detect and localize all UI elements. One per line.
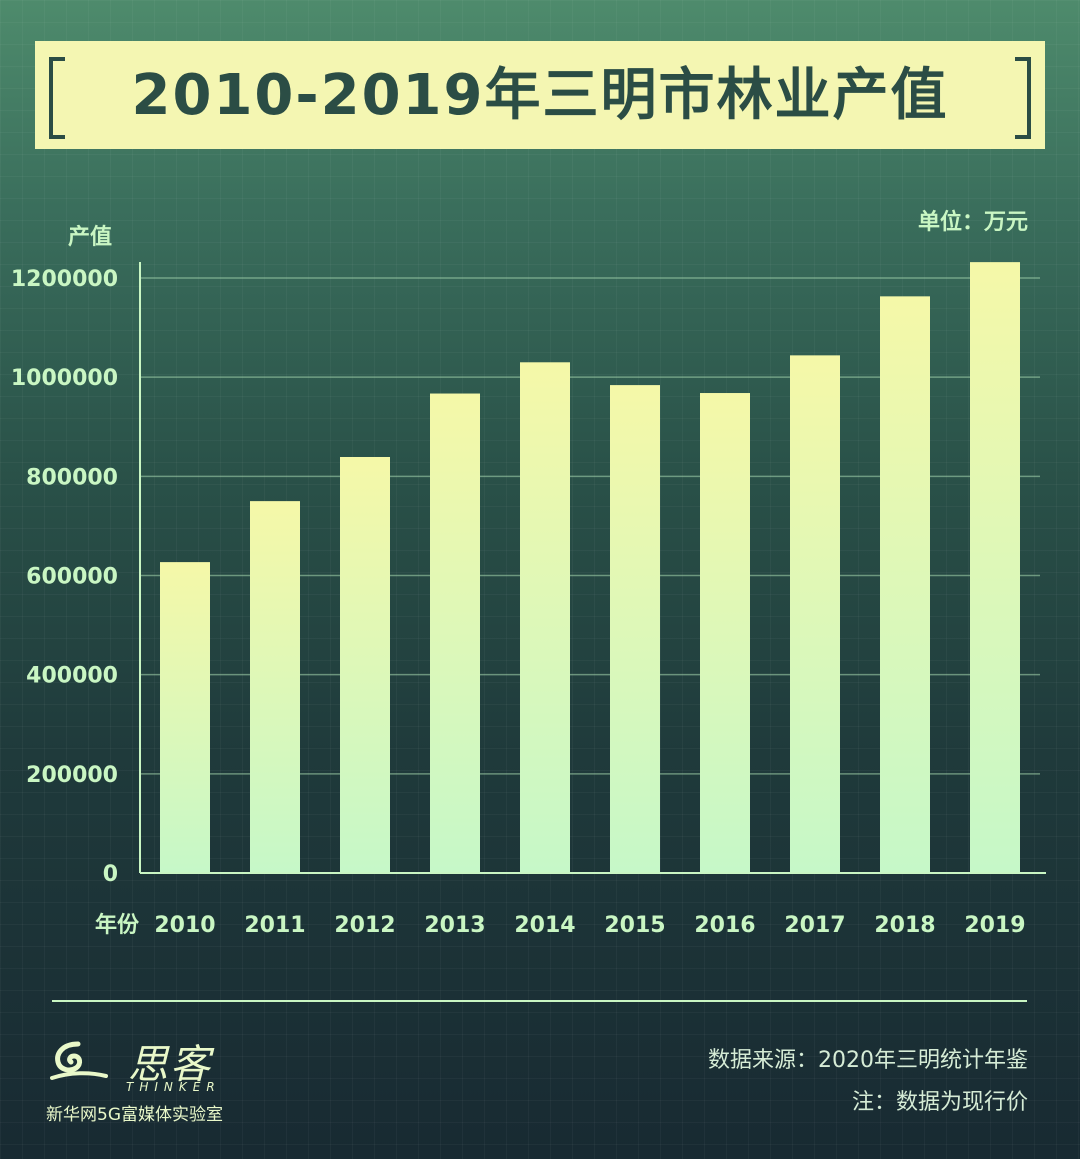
bar-2012 <box>340 456 390 873</box>
bar-2014 <box>520 362 570 873</box>
chart-title: 2010-2019年三明市林业产值 <box>131 63 949 128</box>
bar-2016 <box>700 393 750 873</box>
x-tick-label: 2015 <box>604 913 665 938</box>
y-tick-label: 600000 <box>26 565 118 590</box>
x-tick-label: 2012 <box>334 913 395 938</box>
x-axis-title: 年份 <box>95 912 140 938</box>
x-tick-label: 2013 <box>424 913 485 938</box>
left-bracket <box>49 57 65 139</box>
y-tick-label: 1000000 <box>11 366 118 391</box>
y-tick-label: 1200000 <box>11 267 118 292</box>
logo-subtitle: 新华网5G富媒体实验室 <box>46 1105 223 1125</box>
data-note: 注：数据为现行价 <box>851 1090 1028 1115</box>
data-source: 数据来源：2020年三明统计年鉴 <box>708 1048 1028 1073</box>
thinker-logo: 思客 THINKER 新华网5G富媒体实验室 <box>46 1030 246 1125</box>
bar-2019 <box>970 262 1020 874</box>
x-tick-label: 2014 <box>514 913 575 938</box>
y-tick-label: 200000 <box>26 763 118 788</box>
y-tick-label: 400000 <box>26 664 118 689</box>
footer-divider <box>52 1000 1027 1002</box>
x-tick-label: 2011 <box>244 913 305 938</box>
bar-2013 <box>430 393 480 873</box>
swirl-logo-icon <box>50 1041 108 1080</box>
x-tick-label: 2010 <box>154 913 215 938</box>
logo-english-name: THINKER <box>126 1080 221 1094</box>
x-tick-label: 2019 <box>964 913 1025 938</box>
bar-2015 <box>610 385 660 873</box>
unit-label: 单位：万元 <box>917 210 1028 235</box>
bar-2011 <box>250 501 300 873</box>
x-tick-label: 2018 <box>874 913 935 938</box>
bar-2010 <box>160 562 210 873</box>
y-tick-label: 800000 <box>26 465 118 490</box>
y-tick-label: 0 <box>103 862 118 887</box>
y-axis-title: 产值 <box>68 224 112 250</box>
bar-chart: 0 200000 400000 600000 800000 1000000 1200000 2… <box>11 224 1046 938</box>
source-notes: 数据来源：2020年三明统计年鉴 注：数据为现行价 <box>708 1040 1028 1124</box>
x-tick-label: 2016 <box>694 913 755 938</box>
right-bracket <box>1015 57 1031 139</box>
title-banner: 2010-2019年三明市林业产值 <box>35 41 1045 149</box>
bar-2017 <box>790 355 840 874</box>
logo-name: 思客 <box>128 1042 212 1088</box>
x-tick-label: 2017 <box>784 913 845 938</box>
bar-2018 <box>880 296 930 873</box>
